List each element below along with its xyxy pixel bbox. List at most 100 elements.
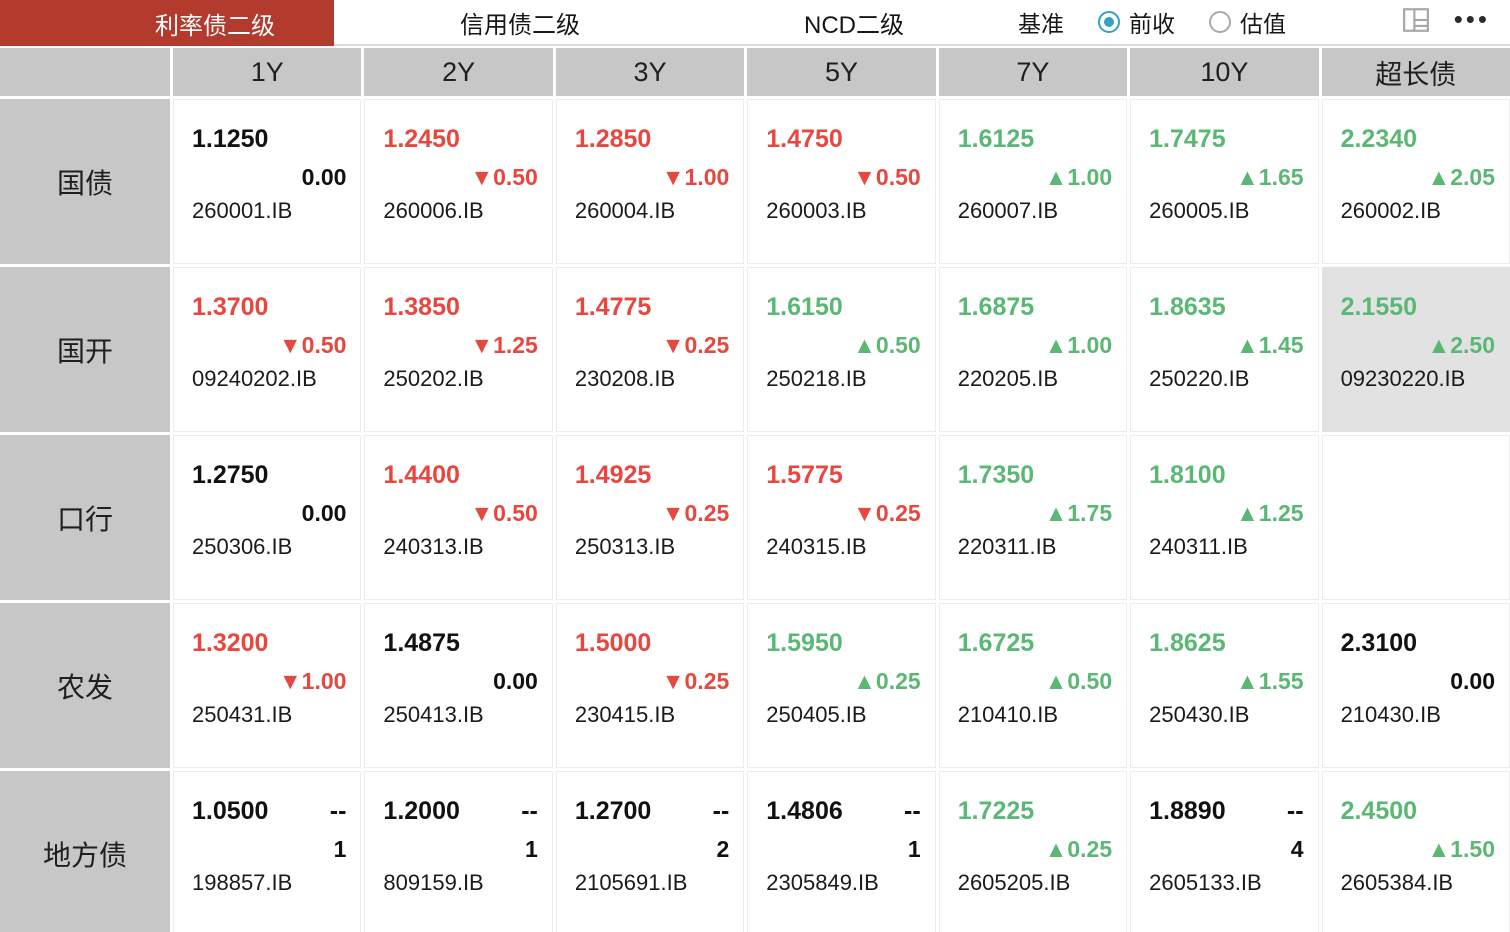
tab-credit-bonds[interactable]: 信用债二级: [460, 11, 580, 39]
bond-cell[interactable]: 1.2700 -- 2 2105691.IB: [555, 771, 745, 932]
bond-code: 260004.IB: [574, 198, 676, 223]
bond-cell[interactable]: 1.5000 ▼0.25 230415.IB: [555, 603, 745, 768]
bond-cell[interactable]: 1.3200 ▼1.00 250431.IB: [173, 603, 362, 768]
bond-cell[interactable]: 1.2450 ▼0.50 260006.IB: [364, 99, 553, 264]
bond-change: ▼0.50: [470, 500, 538, 526]
bond-cell[interactable]: 1.4925 ▼0.25 250313.IB: [555, 435, 745, 600]
bond-yield: 1.1250: [192, 125, 269, 153]
bond-yield: 1.4775: [574, 293, 652, 321]
bond-cell[interactable]: 1.0500 -- 1 198857.IB: [173, 771, 362, 932]
bond-cell[interactable]: 1.7225 ▲0.25 2605205.IB: [938, 771, 1128, 932]
bond-code: 250218.IB: [766, 366, 867, 391]
tab-ncd[interactable]: NCD二级: [804, 11, 904, 39]
bond-cell[interactable]: 1.6150 ▲0.50 250218.IB: [747, 267, 936, 432]
bond-cell[interactable]: 1.1250 0.00 260001.IB: [173, 99, 362, 264]
bond-line-1: 1.6125: [958, 124, 1112, 154]
bond-code: 260005.IB: [1149, 198, 1250, 223]
bond-line-1: 2.2340: [1341, 124, 1495, 154]
bond-line-1: 1.6150: [766, 292, 920, 322]
bond-yield: 1.4400: [383, 461, 460, 489]
bond-change: ▲1.00: [1044, 332, 1113, 358]
bond-line-1: 1.6875: [958, 292, 1112, 322]
layout-panel-icon[interactable]: [1402, 6, 1430, 39]
radio-previous-close[interactable]: 前收: [1098, 5, 1175, 39]
bond-cell[interactable]: 1.2000 -- 1 809159.IB: [364, 771, 553, 932]
bond-cell[interactable]: 1.4875 0.00 250413.IB: [364, 603, 553, 768]
bond-code: 220311.IB: [957, 534, 1057, 559]
bond-line-1: 1.5000: [575, 628, 729, 658]
bond-cell[interactable]: 1.8625 ▲1.55 250430.IB: [1130, 603, 1319, 768]
benchmark-group: 基准 前收 估值: [1018, 0, 1286, 44]
bond-code: 2605133.IB: [1149, 870, 1262, 895]
bond-cell[interactable]: 1.8635 ▲1.45 250220.IB: [1130, 267, 1319, 432]
radio-previous-close-label: 前收: [1129, 11, 1175, 37]
more-menu-icon[interactable]: •••: [1453, 4, 1490, 34]
bond-line-1: 1.4925: [575, 460, 729, 490]
bond-cell[interactable]: 1.8100 ▲1.25 240311.IB: [1130, 435, 1319, 600]
bond-cell[interactable]: 1.4806 -- 1 2305849.IB: [747, 771, 936, 932]
bond-cell[interactable]: 1.6725 ▲0.50 210410.IB: [938, 603, 1128, 768]
bond-cell[interactable]: 1.4400 ▼0.50 240313.IB: [364, 435, 553, 600]
bond-code: 260003.IB: [766, 198, 867, 223]
radio-icon: [1209, 11, 1231, 33]
bond-line-1: 1.8100: [1149, 460, 1303, 490]
bond-code: 240311.IB: [1149, 534, 1248, 559]
bond-yield: 1.8100: [1149, 461, 1226, 489]
bond-line-1: 1.7350: [958, 460, 1112, 490]
bond-change: 0.00: [1450, 668, 1495, 694]
bond-change: ▲1.75: [1044, 500, 1113, 526]
bond-code: 250202.IB: [383, 366, 484, 391]
bond-cell[interactable]: 1.4750 ▼0.50 260003.IB: [747, 99, 936, 264]
bond-cell[interactable]: 1.6125 ▲1.00 260007.IB: [938, 99, 1128, 264]
bond-code: 250413.IB: [383, 702, 484, 727]
bond-yield: 1.2000: [383, 797, 460, 825]
bond-yield: 1.4750: [766, 125, 843, 153]
bond-line-1: 1.6725: [958, 628, 1112, 658]
row-label: 国开: [0, 267, 170, 432]
bond-line-1: 1.3850: [383, 292, 537, 322]
bond-yield: 1.7225: [957, 797, 1035, 825]
bond-cell[interactable]: 1.7475 ▲1.65 260005.IB: [1130, 99, 1319, 264]
bond-cell[interactable]: 1.6875 ▲1.00 220205.IB: [938, 267, 1128, 432]
bond-yield: 1.3200: [192, 629, 269, 657]
bond-line-1: 1.8890 --: [1149, 796, 1303, 826]
bond-line-1: 2.4500: [1341, 796, 1495, 826]
bond-dash: --: [329, 797, 347, 825]
bond-line-1: 1.8625: [1149, 628, 1303, 658]
bond-cell: [1321, 435, 1510, 600]
bond-cell[interactable]: 2.3100 0.00 210430.IB: [1321, 603, 1510, 768]
bond-cell[interactable]: 1.5950 ▲0.25 250405.IB: [747, 603, 936, 768]
bond-code: 2305849.IB: [766, 870, 879, 895]
bond-line-1: 1.7225: [958, 796, 1112, 826]
bond-yield: 1.2750: [192, 461, 269, 489]
bond-yield: 1.2700: [574, 797, 652, 825]
bond-dash: --: [1286, 797, 1304, 825]
radio-valuation[interactable]: 估值: [1209, 5, 1286, 39]
bond-code: 260007.IB: [957, 198, 1059, 223]
bond-line-1: 1.2000 --: [383, 796, 537, 826]
bond-change: 0.00: [301, 164, 347, 190]
bond-yield: 1.8625: [1149, 629, 1226, 657]
bond-cell[interactable]: 1.8890 -- 4 2605133.IB: [1130, 771, 1319, 932]
bond-code: 230208.IB: [574, 366, 676, 391]
bond-cell[interactable]: 1.2750 0.00 250306.IB: [173, 435, 362, 600]
bond-cell[interactable]: 1.2850 ▼1.00 260004.IB: [555, 99, 745, 264]
bond-change: ▲1.00: [1044, 164, 1113, 190]
bond-cell[interactable]: 1.5775 ▼0.25 240315.IB: [747, 435, 936, 600]
bond-cell[interactable]: 1.4775 ▼0.25 230208.IB: [555, 267, 745, 432]
bond-yield: 1.8890: [1149, 797, 1226, 825]
bond-cell[interactable]: 2.4500 ▲1.50 2605384.IB: [1321, 771, 1510, 932]
corner-cell: [0, 48, 170, 96]
bond-cell[interactable]: 1.3850 ▼1.25 250202.IB: [364, 267, 553, 432]
bond-count: 2: [716, 836, 730, 862]
bond-cell[interactable]: 1.7350 ▲1.75 220311.IB: [938, 435, 1128, 600]
bond-change: ▲0.50: [1044, 668, 1113, 694]
bond-cell[interactable]: 2.2340 ▲2.05 260002.IB: [1321, 99, 1510, 264]
bond-yield: 1.7475: [1149, 125, 1226, 153]
tab-interest-rate-bonds[interactable]: 利率债二级: [0, 0, 334, 46]
bond-count: 4: [1290, 836, 1304, 862]
bond-yield: 2.4500: [1340, 797, 1418, 825]
bond-cell[interactable]: 1.3700 ▼0.50 09240202.IB: [173, 267, 362, 432]
column-header: 5Y: [747, 48, 936, 96]
bond-cell[interactable]: 2.1550 ▲2.50 09230220.IB: [1321, 267, 1510, 432]
